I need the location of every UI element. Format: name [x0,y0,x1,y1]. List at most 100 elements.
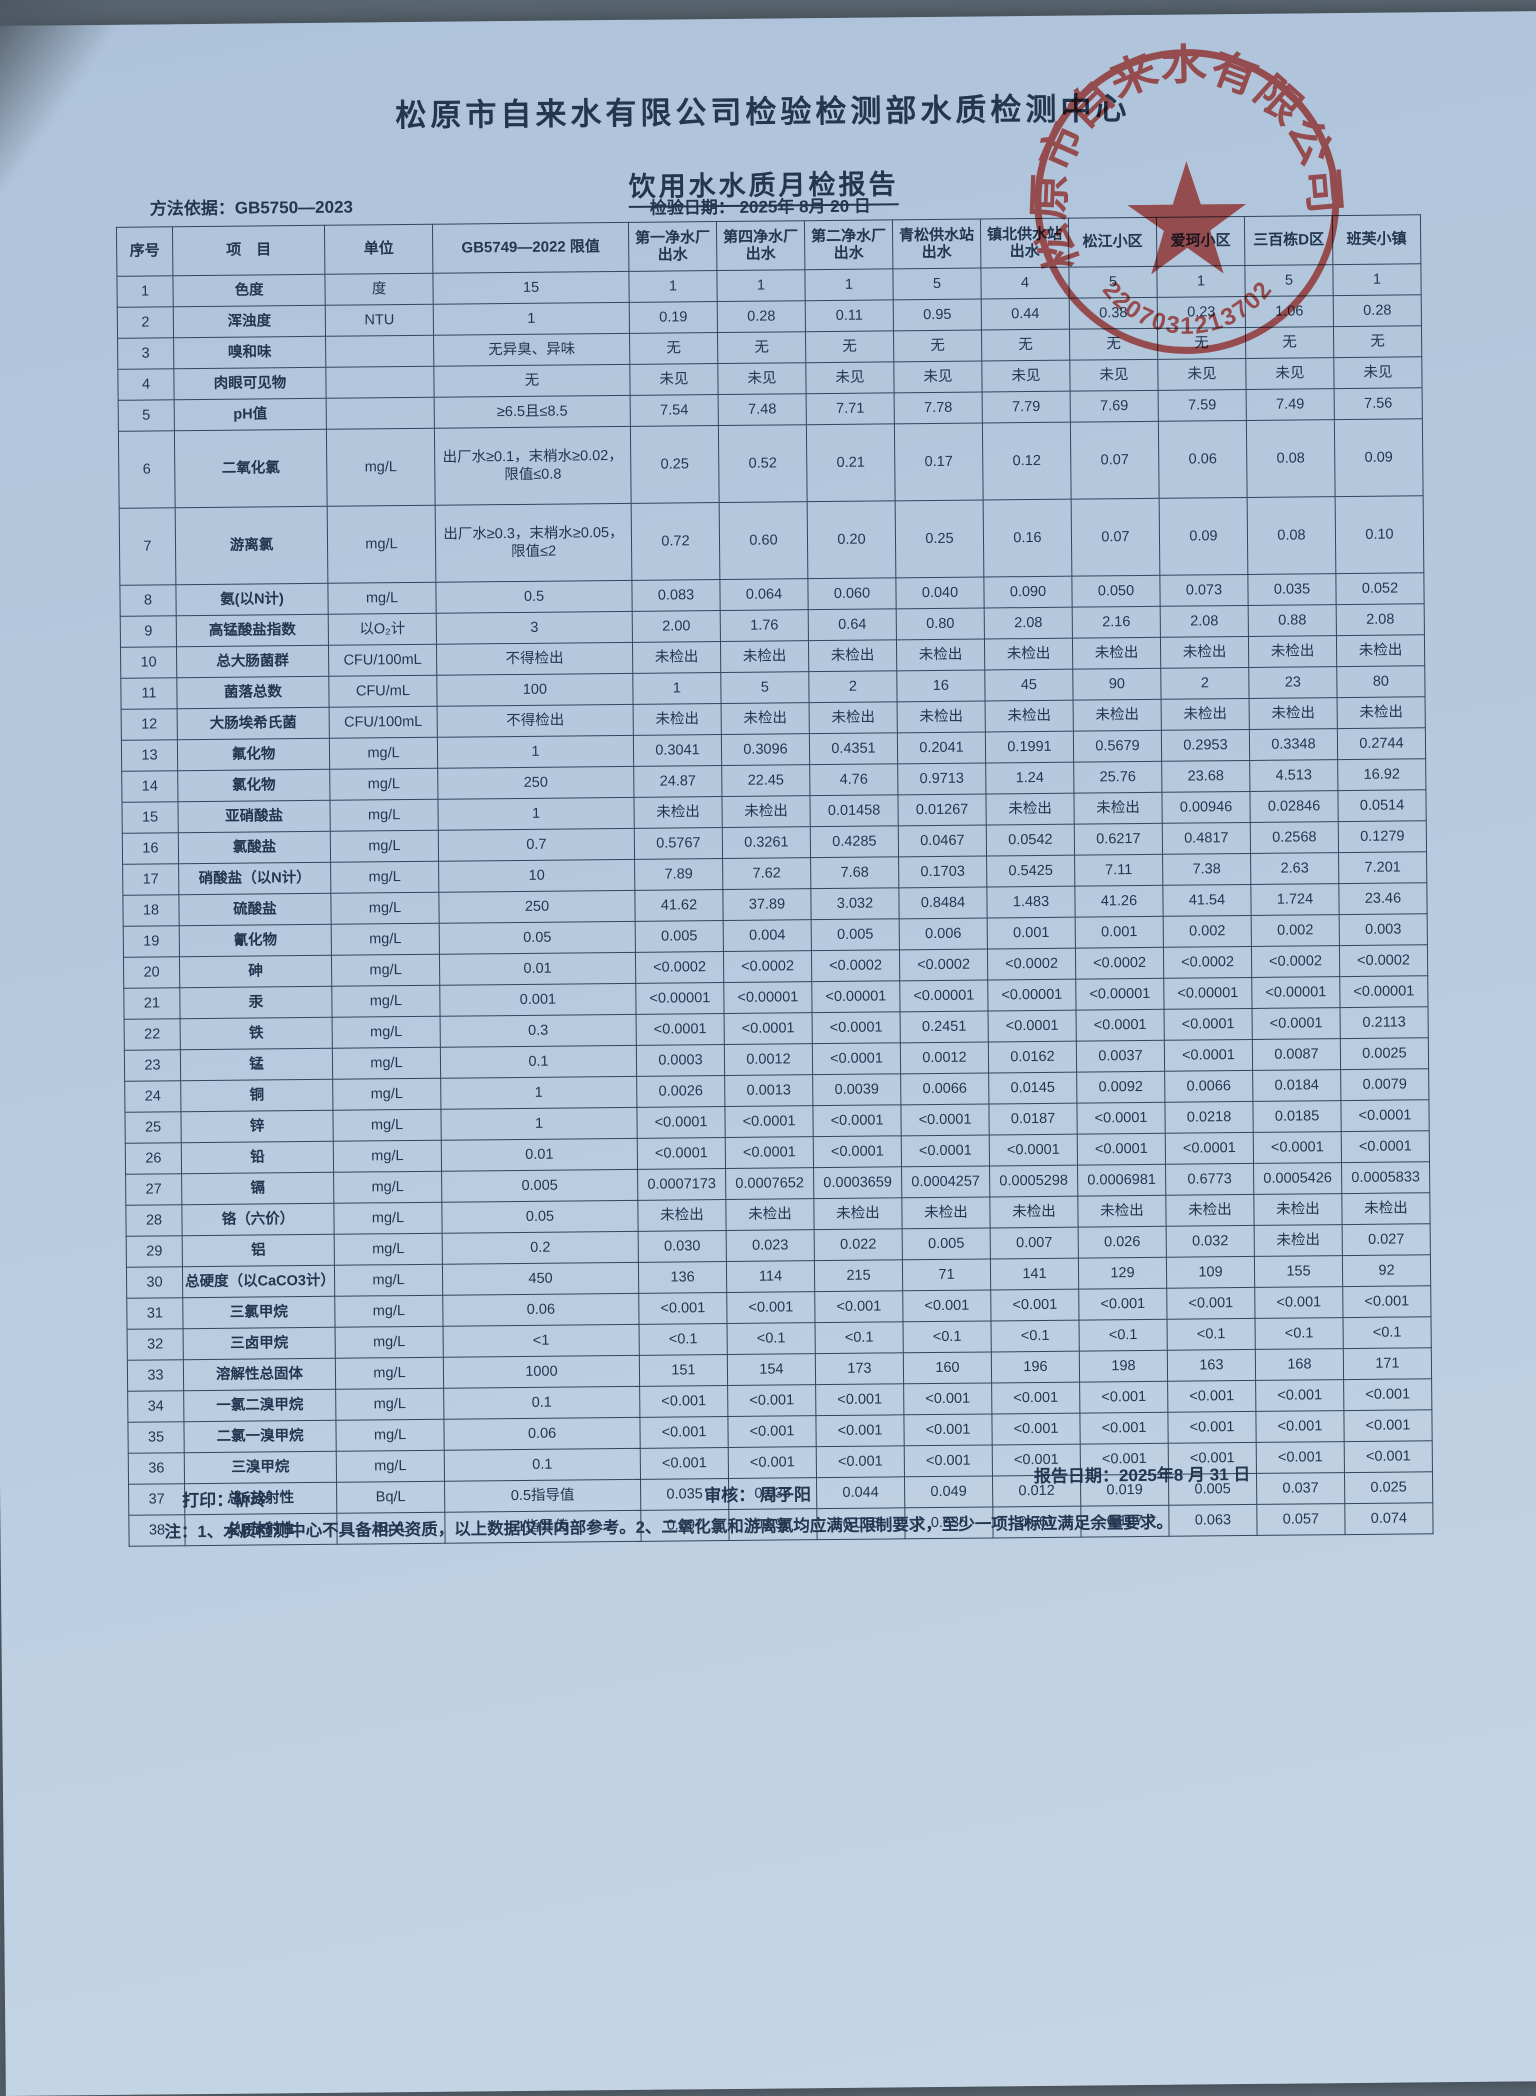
limit-cell: 1 [440,1076,637,1110]
value-cell: <0.001 [904,1444,993,1477]
row-number: 15 [121,801,179,834]
item-name: 氯化物 [177,769,330,802]
value-cell: <0.001 [639,1385,728,1418]
value-cell: 0.035 [1247,573,1337,606]
value-cell: 未检出 [721,702,810,735]
value-cell: <0.1 [1166,1318,1256,1351]
item-name: 二氯一溴甲烷 [183,1420,337,1453]
column-header: 镇北供水站出水 [980,218,1069,269]
value-cell: 2.08 [1336,603,1425,636]
limit-cell: 0.01 [439,952,636,986]
value-cell: 0.0025 [1340,1037,1429,1070]
value-cell: 0.083 [631,579,721,612]
value-cell: 0.027 [1342,1223,1431,1256]
value-cell: 未检出 [1161,698,1250,731]
limit-cell: 0.3 [440,1014,637,1048]
item-name: 浑浊度 [173,305,326,338]
value-cell: 0.1991 [985,731,1074,763]
value-cell: 1 [804,268,894,301]
value-cell: 0.0007173 [637,1168,726,1201]
value-cell: 无 [1245,326,1334,359]
value-cell: 215 [814,1259,903,1292]
value-cell: 2.63 [1250,852,1339,885]
value-cell: 151 [639,1354,728,1387]
value-cell: 0.4351 [809,732,898,765]
value-cell: 5 [892,268,982,300]
value-cell: 未检出 [1073,792,1163,825]
value-cell: 0.17 [894,423,984,501]
value-cell: <0.0001 [637,1137,726,1170]
value-cell: 0.006 [899,917,988,950]
value-cell: 0.0514 [1337,789,1427,822]
value-cell: 198 [1079,1350,1168,1383]
value-cell: <0.001 [640,1447,729,1480]
item-name: 溶解性总固体 [183,1358,336,1391]
limit-cell: 0.001 [439,983,637,1017]
unit-cell [325,366,435,399]
row-number: 35 [127,1421,185,1454]
value-cell: 0.5679 [1073,730,1162,763]
value-cell: 0.073 [1159,574,1249,607]
value-cell: 1.76 [720,609,809,642]
value-cell: 0.005 [811,918,900,951]
value-cell: 1.724 [1250,883,1340,916]
value-cell: 未检出 [1077,1195,1167,1228]
value-cell: 0.004 [723,919,812,952]
row-number: 2 [117,306,174,339]
column-header: 第二净水厂出水 [804,219,893,270]
row-number: 6 [118,430,176,509]
value-cell: <0.0001 [989,1134,1078,1166]
report-table: 序号项 目单位 GB5749—2022 限值 第一净水厂出水 第四净水厂出水 第二净水厂… [116,214,1434,1547]
method-basis-label: 方法依据：GB5750—2023 [149,197,354,219]
value-cell: 0.2953 [1161,729,1250,762]
value-cell: 未见 [805,361,895,394]
item-name: 大肠埃希氏菌 [177,707,330,740]
value-cell: 0.0026 [636,1075,725,1108]
value-cell: 未检出 [989,1196,1079,1228]
value-cell: <0.001 [1342,1285,1431,1318]
item-name: pH值 [174,398,327,431]
limit-cell: 1 [437,797,635,831]
value-cell: <0.001 [1256,1441,1345,1474]
value-cell: <0.00001 [987,979,1077,1011]
value-cell: 173 [815,1352,904,1385]
unit-cell: mg/L [329,737,438,770]
limit-cell: 不得检出 [437,704,634,738]
value-cell: <0.001 [638,1292,728,1325]
value-cell: <0.001 [903,1382,992,1415]
column-header: 项 目 [172,225,325,276]
limit-cell: 0.1 [440,1045,637,1079]
value-cell: 0.88 [1248,604,1337,637]
value-cell: <0.1 [1342,1316,1432,1349]
value-cell: 5 [1068,266,1158,299]
column-header: 第四净水厂出水 [716,220,805,271]
value-cell: 0.12 [982,422,1072,501]
value-cell: 109 [1166,1256,1255,1289]
value-cell: 0.25 [630,425,720,504]
value-cell: 1.24 [985,762,1074,794]
value-cell: 未检出 [633,703,722,736]
value-cell: 0.2744 [1337,727,1426,760]
limit-cell: 无 [433,364,631,398]
value-cell: <0.001 [1343,1409,1433,1442]
value-cell: 0.02846 [1249,790,1339,823]
item-name: 锌 [180,1110,334,1143]
item-name: 铝 [182,1234,335,1267]
value-cell: <0.0002 [1075,947,1164,980]
value-cell: 41.62 [634,889,724,922]
value-cell: 未检出 [984,638,1073,670]
value-cell: 0.0185 [1252,1100,1342,1133]
value-cell: 37.89 [722,888,812,921]
value-cell: <0.0001 [812,1104,902,1137]
item-name: 汞 [179,986,333,1019]
limit-cell: 450 [442,1262,639,1296]
row-number: 24 [124,1080,181,1113]
unit-cell: mg/L [332,1016,441,1049]
limit-cell: 0.05 [439,921,636,955]
value-cell: 0.032 [1166,1225,1255,1258]
value-cell: 0.0467 [898,824,987,857]
value-cell: 0.002 [1251,914,1340,947]
value-cell: 155 [1254,1255,1343,1288]
value-cell: 无 [893,330,982,362]
value-cell: 2 [808,670,898,703]
